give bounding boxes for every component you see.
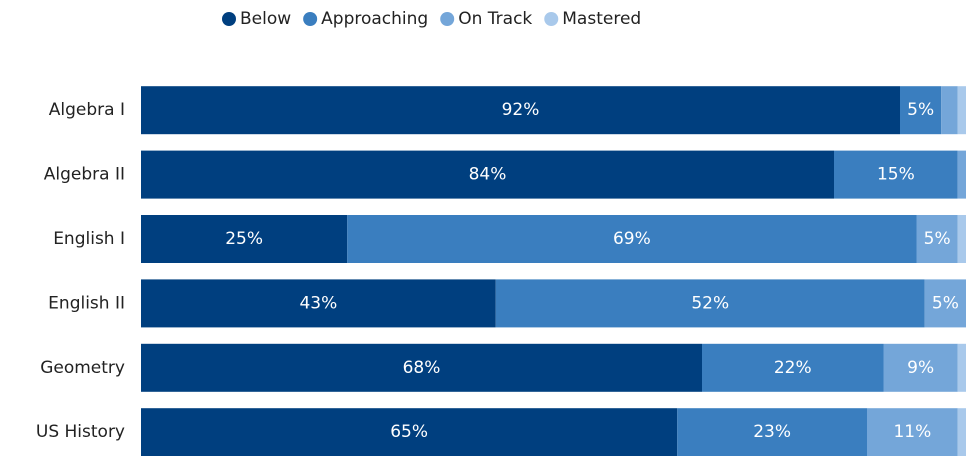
- legend-marker: [222, 12, 236, 26]
- bar-segment: [141, 150, 834, 199]
- y-tick-label: English II: [48, 293, 125, 313]
- bar-segment: [141, 215, 348, 263]
- bar-segment: [702, 343, 884, 392]
- data-label: 43%: [299, 293, 337, 313]
- bar-segment: [141, 86, 900, 135]
- data-label: 92%: [502, 100, 540, 120]
- bar-segment: [941, 86, 958, 135]
- bar-segment: [924, 279, 966, 328]
- data-label: 11%: [893, 422, 931, 442]
- legend-label: Mastered: [562, 9, 641, 29]
- bar-segment: [141, 343, 702, 392]
- y-tick-label: Algebra II: [44, 165, 125, 185]
- bar-segment: [867, 408, 958, 456]
- data-label: 5%: [932, 293, 959, 313]
- y-tick-label: US History: [36, 422, 125, 442]
- legend-label: Approaching: [321, 9, 428, 29]
- bar-segment: [677, 408, 867, 456]
- legend-label: On Track: [458, 9, 532, 29]
- bar-segment: [957, 215, 966, 263]
- data-label: 5%: [907, 100, 934, 120]
- bar-segment: [141, 279, 496, 328]
- bar-segment: [957, 343, 966, 392]
- y-tick-label: English I: [53, 229, 125, 249]
- bar-segment: [883, 343, 958, 392]
- data-label: 25%: [225, 229, 263, 249]
- legend-marker: [544, 12, 559, 26]
- bar-segment: [957, 150, 966, 199]
- y-tick-label: Algebra I: [49, 100, 125, 120]
- bar-segment: [347, 215, 917, 263]
- data-label: 69%: [613, 229, 651, 249]
- legend-marker: [440, 12, 455, 26]
- data-label: 22%: [774, 358, 812, 378]
- data-label: 65%: [390, 422, 428, 442]
- bar-segment: [957, 86, 966, 135]
- data-label: 68%: [403, 358, 441, 378]
- bar-segment: [916, 215, 958, 263]
- legend-marker: [303, 12, 318, 26]
- legend-label: Below: [240, 9, 291, 29]
- bar-segment: [495, 279, 925, 328]
- data-label: 84%: [469, 165, 507, 185]
- bar-segment: [834, 150, 958, 199]
- y-tick-label: Geometry: [40, 358, 125, 378]
- data-label: 52%: [691, 293, 729, 313]
- bar-segment: [900, 86, 942, 135]
- data-label: 23%: [753, 422, 791, 442]
- data-label: 9%: [907, 358, 934, 378]
- bar-segment: [141, 408, 678, 456]
- bar-segment: [957, 408, 966, 456]
- data-label: 15%: [877, 165, 915, 185]
- data-label: 5%: [924, 229, 951, 249]
